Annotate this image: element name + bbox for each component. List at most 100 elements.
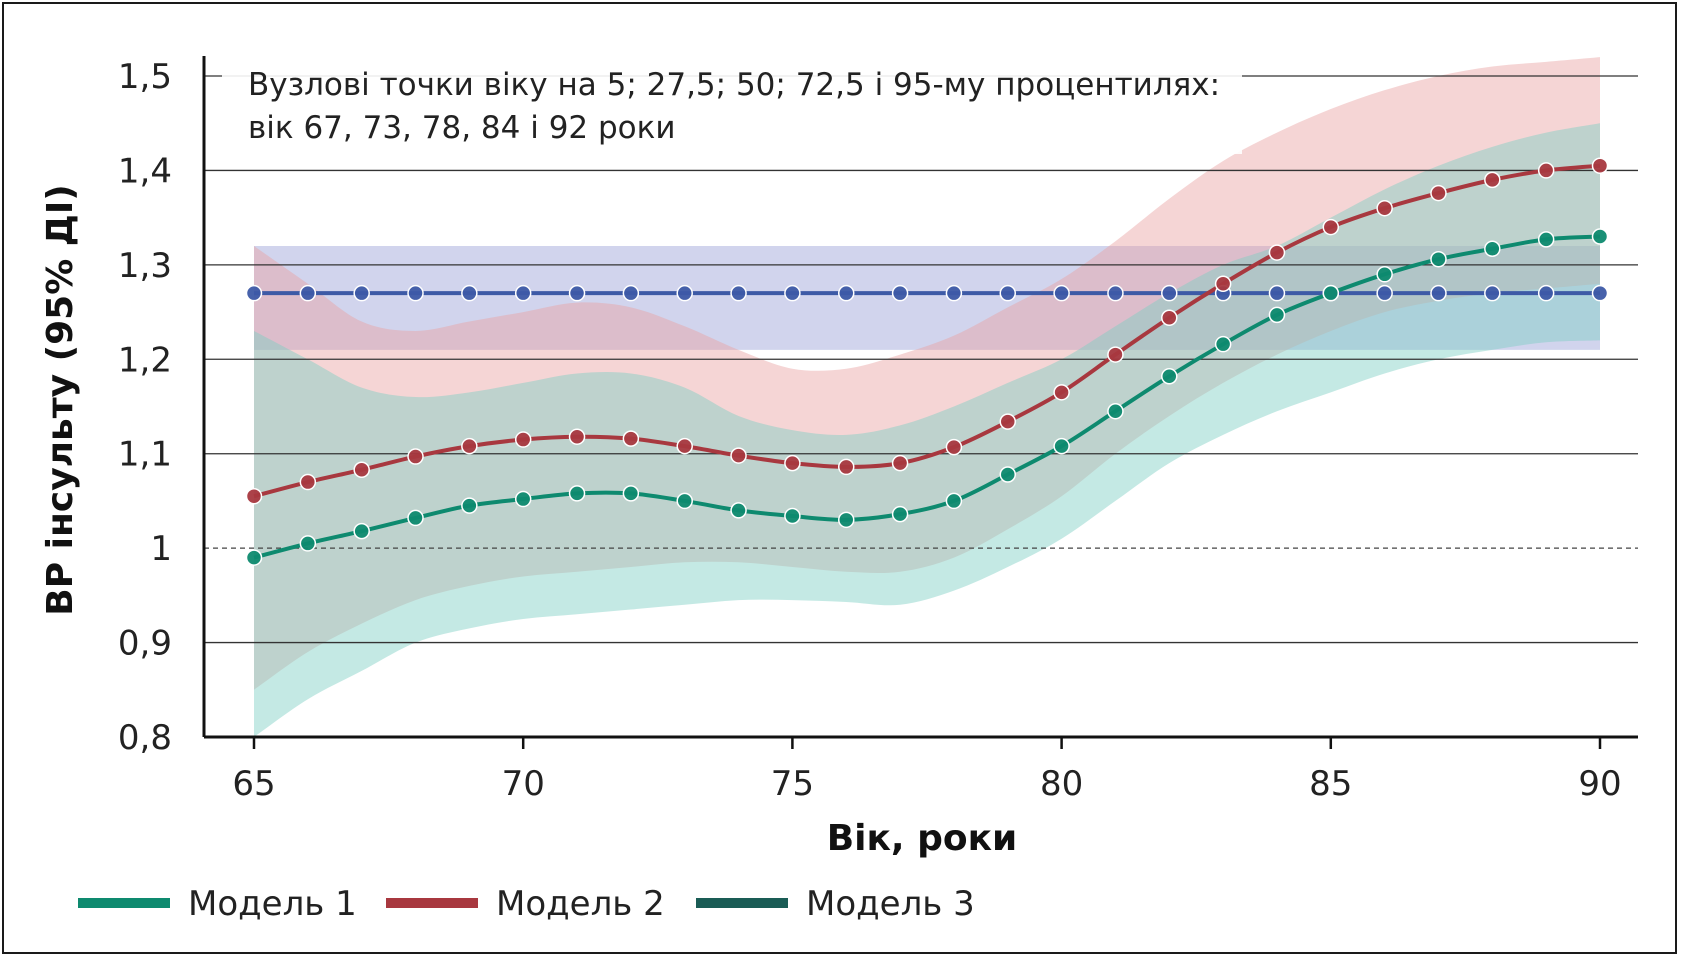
series-1-point xyxy=(568,485,586,502)
series-2-point xyxy=(1537,162,1555,179)
x-tick-label: 70 xyxy=(502,764,545,804)
confidence-bands xyxy=(254,57,1600,737)
annotation-background xyxy=(222,56,1242,154)
series-3-point xyxy=(1107,284,1124,302)
series-2-point xyxy=(999,413,1017,430)
series-2-point xyxy=(1322,218,1340,236)
x-axis-title: Вік, роки xyxy=(827,818,1018,859)
series-3-point xyxy=(1268,284,1286,302)
series-3-point xyxy=(1537,284,1555,302)
series-1-point xyxy=(837,511,855,529)
series-3-point xyxy=(407,284,424,302)
series-1-point xyxy=(945,492,963,510)
series-1-point xyxy=(1053,437,1070,455)
series-3-point xyxy=(568,284,586,302)
series-1-point xyxy=(676,492,693,510)
series-3-point xyxy=(1376,284,1393,302)
series-1-point xyxy=(461,497,478,514)
series-3-point xyxy=(730,284,747,302)
x-tick-label: 75 xyxy=(771,764,814,804)
series-1-point xyxy=(784,507,801,525)
series-1-point xyxy=(1322,284,1340,302)
series-2-point xyxy=(622,430,640,447)
y-tick-label: 1,1 xyxy=(118,435,172,475)
legend-label-2: Модель 2 xyxy=(496,884,665,924)
series-1-point xyxy=(891,505,909,523)
x-tick-label: 65 xyxy=(232,764,275,804)
series-3-point xyxy=(461,284,478,302)
series-3-point xyxy=(837,284,855,302)
series-1-point xyxy=(1484,240,1501,258)
series-2-point xyxy=(245,487,263,505)
series-1-point xyxy=(1214,335,1232,353)
series-1-point xyxy=(1107,402,1124,420)
series-3-point xyxy=(891,284,909,302)
series-2-point xyxy=(1268,244,1286,261)
series-2-point xyxy=(676,437,693,455)
series-1-point xyxy=(353,522,370,540)
y-tick-label: 1,3 xyxy=(118,246,172,286)
series-1-point xyxy=(1591,228,1609,245)
series-1-point xyxy=(407,509,424,527)
series-2-point xyxy=(1591,157,1609,174)
y-tick-label: 0,9 xyxy=(118,624,172,664)
series-2-point xyxy=(1053,384,1070,401)
series-2-point xyxy=(299,473,317,491)
y-tick-label: 1 xyxy=(150,529,172,569)
x-tick-labels: 65 70 75 80 85 90 xyxy=(232,737,1622,804)
series-1-point xyxy=(245,549,263,566)
legend-label-1: Модель 1 xyxy=(188,884,357,924)
series-3-point xyxy=(353,284,370,302)
series-2-point xyxy=(407,448,424,465)
series-2-point xyxy=(1376,199,1393,217)
series-3-point xyxy=(1484,284,1501,302)
series-2-point xyxy=(891,454,909,472)
legend: Модель 1 Модель 2 Модель 3 xyxy=(78,884,975,924)
series-3-point xyxy=(622,284,640,302)
series-1-point xyxy=(1430,250,1447,268)
series-3-point xyxy=(945,284,963,302)
series-markers xyxy=(245,157,1609,566)
x-tick-label: 80 xyxy=(1040,764,1083,804)
series-1-point xyxy=(514,490,532,508)
series-3-point xyxy=(999,284,1017,302)
series-3-point xyxy=(784,284,801,302)
x-tick-label: 85 xyxy=(1309,764,1352,804)
series-2-point xyxy=(514,431,532,448)
series-1-point xyxy=(730,502,747,519)
band-1 xyxy=(254,123,1600,737)
series-3-point xyxy=(299,284,317,302)
series-2-point xyxy=(1430,184,1447,202)
series-3-point xyxy=(1591,284,1609,302)
series-1-point xyxy=(999,466,1017,483)
annotation-line-2: вік 67, 73, 78, 84 і 92 роки xyxy=(248,110,676,146)
x-tick-label: 90 xyxy=(1578,764,1621,804)
series-3-point xyxy=(1161,284,1178,302)
y-tick-label: 1,2 xyxy=(118,340,172,380)
series-3-point xyxy=(245,284,263,302)
series-2-point xyxy=(461,437,478,455)
band-2 xyxy=(254,57,1600,690)
series-3-point xyxy=(514,284,532,302)
series-2-point xyxy=(784,454,801,472)
axes xyxy=(202,56,1638,739)
series-2-point xyxy=(353,461,370,479)
y-tick-label: 0,8 xyxy=(118,718,172,758)
series-3-point xyxy=(676,284,693,302)
series-2-point xyxy=(837,458,855,476)
y-axis-title: ВР інсульту (95% ДІ) xyxy=(40,184,81,615)
series-1-point xyxy=(622,485,640,502)
series-2-point xyxy=(1484,171,1501,189)
series-1-point xyxy=(299,535,317,552)
annotation-line-1: Вузлові точки віку на 5; 27,5; 50; 72,5 … xyxy=(248,67,1220,103)
series-3-point xyxy=(1053,284,1070,302)
series-2-point xyxy=(568,428,586,445)
y-tick-label: 1,4 xyxy=(118,151,172,191)
series-2-point xyxy=(1161,309,1178,326)
series-1-point xyxy=(1376,266,1393,283)
y-tick-label: 1,5 xyxy=(118,57,172,97)
series-2-point xyxy=(1214,275,1232,292)
series-2-point xyxy=(1107,346,1124,363)
